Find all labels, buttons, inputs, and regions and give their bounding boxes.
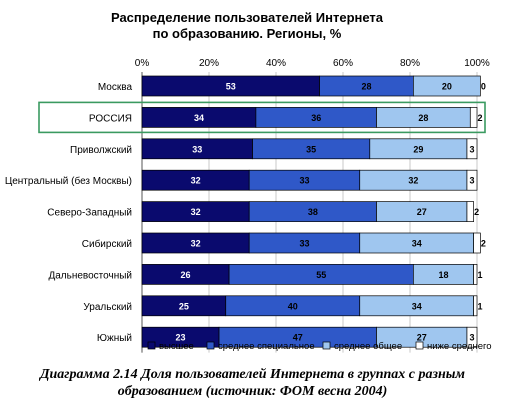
category-label: Уральский (83, 302, 132, 313)
category-label: РОССИЯ (89, 113, 132, 124)
data-label: 55 (316, 270, 326, 280)
data-label: 23 (176, 333, 186, 343)
bar-segment (473, 264, 478, 285)
highlight-box (38, 101, 486, 134)
legend-swatch (415, 341, 424, 350)
data-label: 1 (477, 270, 482, 280)
x-tick-label: 20% (199, 58, 219, 69)
category-label: Приволжский (70, 145, 132, 156)
data-label: 20 (442, 82, 452, 92)
bar-segment (473, 232, 481, 254)
data-label: 26 (181, 270, 191, 280)
category-label: Южный (97, 333, 132, 344)
data-label: 3 (469, 144, 474, 154)
legend-label: ниже среднего (427, 341, 492, 352)
data-label: 33 (299, 176, 309, 186)
chart-title-line: Распределение пользователей Интернета (111, 10, 384, 25)
data-label: 53 (226, 82, 236, 92)
data-label: 38 (308, 207, 318, 217)
data-label: 18 (438, 270, 448, 280)
data-label: 25 (179, 301, 189, 311)
data-label: 36 (311, 113, 321, 123)
data-label: 47 (293, 333, 303, 343)
data-label: 1 (477, 301, 482, 311)
data-label: 29 (413, 144, 423, 154)
legend-swatch (206, 341, 215, 350)
category-label: Северо-Западный (47, 208, 132, 219)
bar-segment (413, 75, 481, 97)
data-label: 3 (469, 333, 474, 343)
data-label: 32 (191, 207, 201, 217)
legend-label: среднее специальное (218, 341, 315, 352)
bar-segment (466, 201, 475, 222)
data-label: 28 (418, 113, 428, 123)
data-label: 3 (469, 176, 474, 186)
data-label: 28 (361, 82, 371, 92)
data-label: 34 (412, 301, 422, 311)
legend-label: высшее (159, 341, 194, 352)
x-tick-label: 0% (135, 58, 150, 69)
data-label: 33 (299, 239, 309, 249)
data-label: 34 (194, 113, 204, 123)
legend-swatch (322, 341, 331, 350)
figure-caption: Диаграмма 2.14 Доля пользователей Интерн… (39, 367, 466, 399)
category-label: Москва (98, 82, 133, 93)
bar-segment (466, 169, 478, 191)
bar-segment (473, 295, 478, 317)
category-label: Сибирский (82, 238, 132, 250)
data-label: 2 (481, 239, 486, 249)
data-label: 2 (477, 113, 482, 123)
bar-segment (469, 107, 478, 128)
data-label: 35 (306, 144, 316, 154)
bar-segment (466, 138, 478, 160)
data-label: 0 (481, 82, 486, 92)
x-tick-label: 100% (464, 58, 490, 69)
data-label: 27 (417, 207, 427, 217)
category-label: Дальневосточный (48, 270, 132, 281)
data-label: 27 (417, 333, 427, 343)
data-label: 32 (191, 239, 201, 249)
x-tick-label: 80% (400, 58, 420, 69)
legend-swatch (147, 341, 156, 350)
x-tick-label: 60% (333, 58, 353, 69)
data-label: 32 (408, 176, 418, 186)
bar-segment (466, 326, 478, 348)
data-label: 33 (192, 144, 202, 154)
category-label: Центральный (без Москвы) (5, 175, 132, 187)
x-tick-label: 40% (266, 58, 286, 69)
data-label: 32 (191, 176, 201, 186)
chart-title-line: по образованию. Регионы, % (153, 26, 342, 41)
legend-label: среднее общее (334, 341, 402, 352)
data-label: 2 (474, 207, 479, 217)
data-label: 40 (288, 301, 298, 311)
data-label: 34 (412, 239, 422, 249)
